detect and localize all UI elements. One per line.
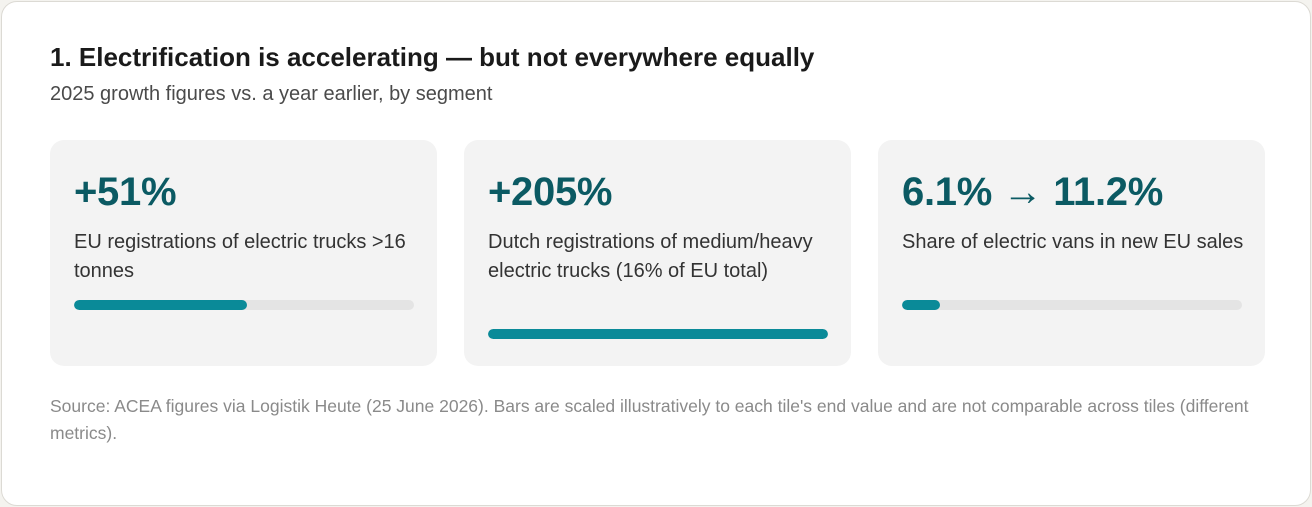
section-title: 1. Electrification is accelerating — but… xyxy=(50,42,815,72)
source-note: Source: ACEA figures via Logistik Heute … xyxy=(50,396,1249,443)
stat-value: +205% xyxy=(488,170,613,214)
progress-fill xyxy=(74,300,248,310)
stat-value: 6.1% → 11.2% xyxy=(902,170,1164,214)
section-subtitle: 2025 growth figures vs. a year earlier, … xyxy=(50,83,493,105)
stat-label: Share of electric vans in new EU sales xyxy=(902,231,1244,253)
progress-track xyxy=(74,300,414,310)
progress-track xyxy=(488,329,828,339)
progress-track xyxy=(902,300,1242,310)
progress-fill xyxy=(488,329,828,339)
stat-value: +51% xyxy=(74,170,177,214)
stat-tile-dutch-trucks: +205% Dutch registrations of medium/heav… xyxy=(464,140,851,366)
stat-label: EU registrations of electric trucks >16 … xyxy=(74,231,406,282)
progress-fill xyxy=(902,300,941,310)
stat-label: Dutch registrations of medium/heavy elec… xyxy=(488,231,813,282)
stat-tile-eu-trucks: +51% EU registrations of electric trucks… xyxy=(50,140,437,366)
stat-tile-eu-vans: 6.1% → 11.2% Share of electric vans in n… xyxy=(878,140,1265,366)
